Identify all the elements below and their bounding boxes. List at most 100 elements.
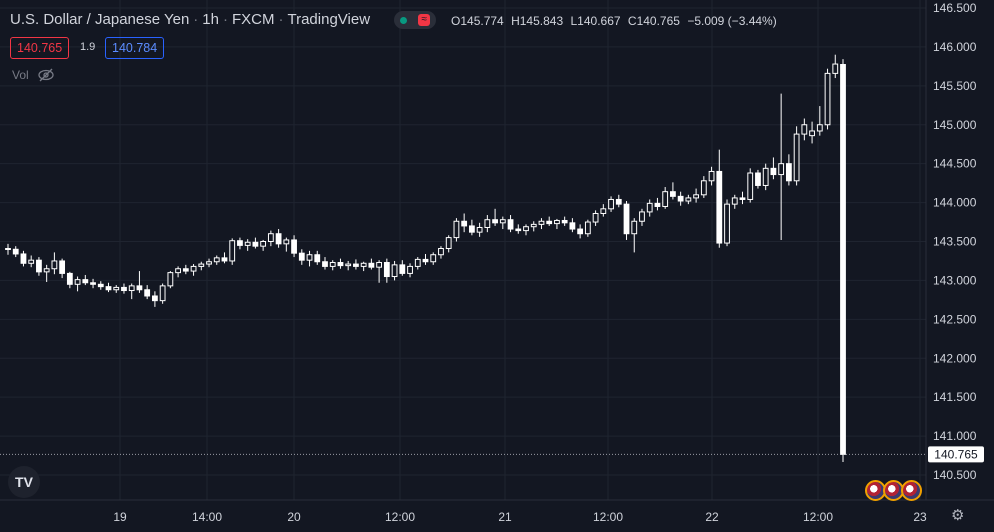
candle-body — [252, 241, 259, 247]
candle-body — [561, 219, 568, 224]
price-tick-label: 145.500 — [933, 79, 977, 93]
candle — [314, 250, 321, 265]
tradingview-logo-icon[interactable]: TV — [8, 466, 40, 498]
candle-body — [28, 259, 35, 264]
candle-body — [654, 202, 661, 207]
candle — [762, 163, 769, 191]
candle-body — [530, 223, 537, 228]
candle-body — [329, 262, 336, 267]
candle-body — [244, 241, 251, 246]
candle — [461, 213, 468, 233]
candle-body — [461, 220, 468, 227]
time-tick-label: 20 — [287, 510, 301, 524]
symbol-header[interactable]: U.S. Dollar / Japanese Yen · 1h · FXCM · Tr… — [10, 10, 371, 28]
candle-body — [600, 208, 607, 214]
candle-body — [646, 202, 653, 213]
symbol-name[interactable]: U.S. Dollar / Japanese Yen — [10, 10, 190, 28]
candle-body — [785, 163, 792, 182]
price-tick-label: 142.500 — [933, 312, 977, 326]
price-tick-label: 141.500 — [933, 390, 977, 404]
candle-body — [5, 248, 11, 251]
candle — [244, 239, 251, 251]
buy-button[interactable]: 140.784 — [105, 37, 165, 59]
candle — [770, 157, 777, 180]
last-price-label: 140.765 — [934, 447, 978, 461]
candle — [206, 258, 212, 268]
candle-body — [700, 180, 707, 196]
candle-body — [74, 279, 81, 285]
low-value: 140.667 — [577, 14, 621, 28]
candle — [221, 252, 228, 264]
candle-body — [507, 219, 514, 230]
candle — [445, 235, 452, 253]
candle — [51, 252, 58, 275]
candle — [105, 282, 112, 293]
price-tick-label: 143.500 — [933, 235, 977, 249]
candle-body — [12, 248, 19, 255]
interval[interactable]: 1h — [202, 10, 219, 28]
candle — [453, 218, 460, 242]
candle-body — [152, 295, 158, 302]
candle — [360, 261, 367, 272]
candle-body — [229, 240, 236, 262]
candle-body — [801, 124, 808, 135]
candle — [113, 285, 120, 293]
candle-body — [144, 289, 151, 297]
candle-body — [306, 254, 313, 261]
volume-label[interactable]: Vol — [12, 68, 29, 82]
candle-body — [20, 253, 27, 264]
candle — [708, 166, 715, 186]
candle — [693, 188, 699, 203]
candle-body — [747, 172, 754, 200]
market-status-toggle[interactable]: ≈ — [394, 11, 436, 29]
candle — [639, 208, 645, 226]
candle-body — [121, 286, 127, 292]
candle-body — [97, 283, 104, 288]
candle — [252, 237, 259, 249]
candle — [59, 258, 66, 279]
candle — [507, 215, 514, 233]
candle-body — [670, 191, 676, 197]
candle-body — [708, 170, 715, 182]
candle-body — [353, 263, 359, 267]
candle-body — [778, 163, 785, 176]
us-flag-icon[interactable] — [901, 480, 922, 501]
eye-off-icon[interactable] — [38, 68, 54, 82]
candle-body — [113, 286, 120, 291]
candle-body — [554, 219, 560, 225]
sell-button[interactable]: 140.765 — [10, 37, 70, 59]
candle-body — [105, 286, 112, 291]
candle — [329, 260, 336, 271]
candle-body — [685, 197, 692, 202]
candle — [383, 258, 390, 283]
candle — [747, 168, 754, 203]
candle-body — [260, 241, 267, 247]
candle — [82, 274, 89, 286]
candle — [731, 194, 738, 209]
candle-body — [631, 220, 638, 235]
exchange: FXCM — [231, 10, 275, 28]
economic-events[interactable] — [865, 480, 922, 501]
candle — [391, 260, 398, 281]
close-value: 140.765 — [636, 14, 680, 28]
candle-body — [731, 197, 738, 205]
candle-body — [206, 261, 212, 265]
candle-body — [376, 262, 383, 268]
price-tick-label: 142.000 — [933, 351, 977, 365]
candle-body — [283, 239, 290, 245]
candle-body — [314, 254, 321, 263]
price-tick-label: 146.000 — [933, 40, 977, 54]
price-tick-label: 143.000 — [933, 273, 977, 287]
candle — [824, 68, 831, 130]
candle — [237, 237, 243, 250]
candle — [43, 264, 50, 282]
candle — [793, 126, 800, 186]
candle — [484, 215, 491, 233]
settings-gear-icon[interactable]: ⚙ — [951, 507, 965, 524]
candle — [716, 149, 723, 248]
candle — [175, 266, 181, 278]
candle-body — [399, 264, 406, 274]
candle — [66, 271, 73, 289]
high-value: 145.843 — [519, 14, 564, 28]
